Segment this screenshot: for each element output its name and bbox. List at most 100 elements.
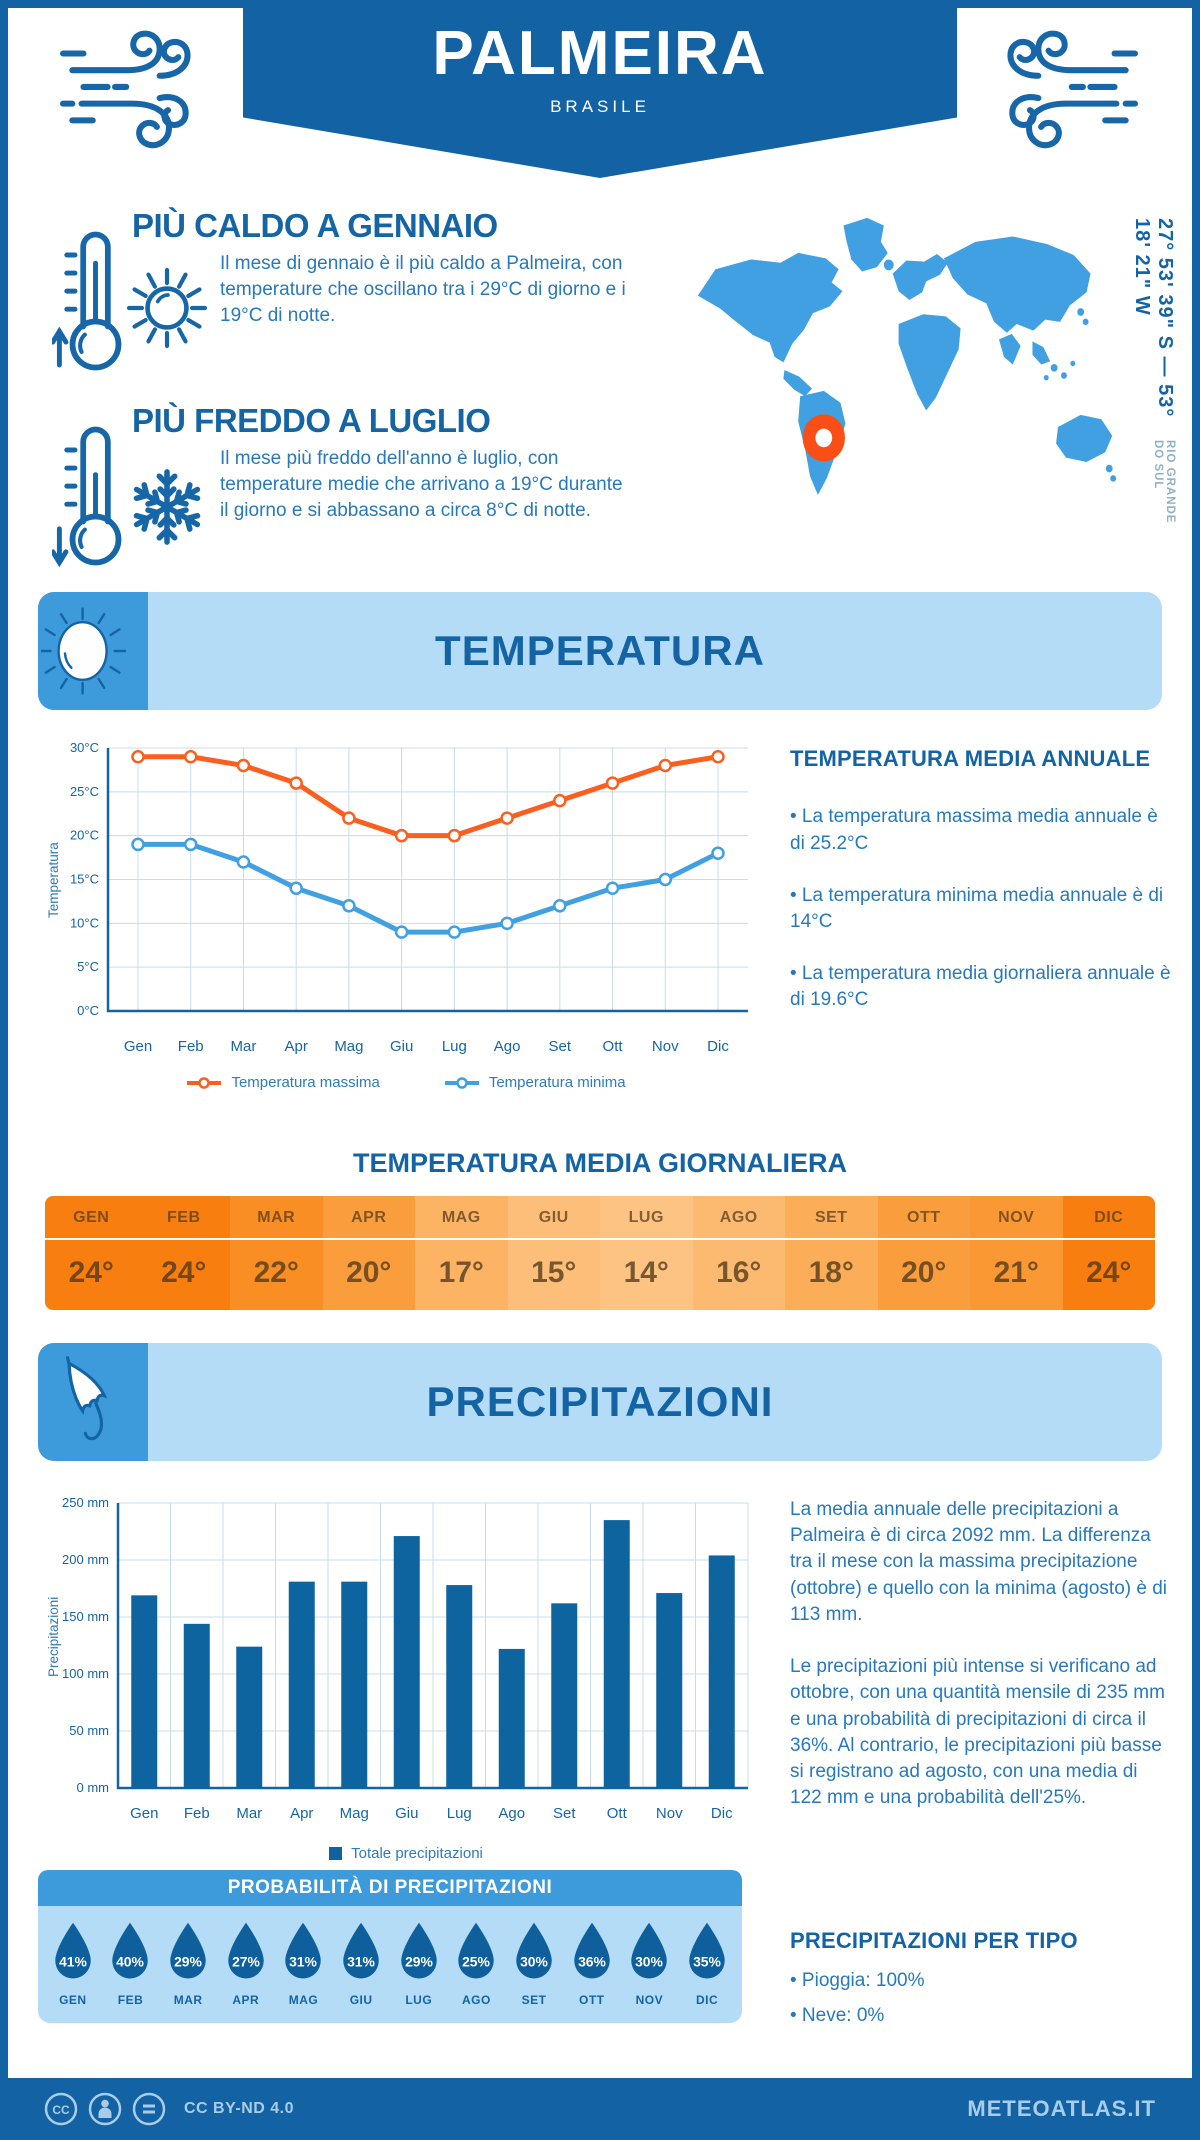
svg-text:30°C: 30°C (70, 740, 99, 755)
daily-temp-value: 24° (1086, 1256, 1132, 1289)
probability-title: PROBABILITÀ DI PRECIPITAZIONI (38, 1870, 742, 1906)
svg-text:200 mm: 200 mm (62, 1552, 109, 1567)
site-link[interactable]: METEOATLAS.IT (967, 2096, 1156, 2121)
coordinates-block: 27° 53' 39" S — 53° 18' 21" W RIO GRANDE… (1130, 218, 1176, 538)
daily-temp-value: 21° (993, 1256, 1039, 1289)
daily-temperature-table: GEN 24° FEB 24° MAR 22° APR 20° MAG 17° GIU 15° LUG 1… (45, 1196, 1155, 1310)
temperature-chart-legend: Temperatura massima Temperatura minima (44, 1074, 768, 1091)
legend-item: Temperatura minima (444, 1074, 626, 1091)
coldest-month-title: PIÙ FREDDO A LUGLIO (132, 402, 491, 439)
probability-month-label: NOV (635, 1993, 664, 2007)
svg-text:0 mm: 0 mm (77, 1780, 110, 1795)
legend-item: Totale precipitazioni (329, 1845, 483, 1862)
bullet-item: • La temperatura minima media annuale è … (790, 884, 1164, 933)
daily-temp-value: 18° (808, 1256, 854, 1289)
daily-temp-cell: MAG 17° (415, 1196, 508, 1310)
daily-temp-cell: MAR 22° (230, 1196, 323, 1310)
daily-temp-month: MAR (230, 1196, 323, 1240)
sun-icon (126, 267, 208, 349)
raindrop-icon: 25% (458, 1922, 495, 1979)
svg-text:Dic: Dic (707, 1038, 729, 1055)
svg-text:Dic: Dic (711, 1805, 733, 1822)
svg-text:Apr: Apr (290, 1805, 313, 1822)
raindrop-icon: 31% (343, 1922, 379, 1979)
equals-icon (132, 2092, 166, 2126)
precipitation-bar-chart: 0 mm 50 mm 100 mm 150 mm 200 mm 250 mm Gen Feb M… (56, 1493, 756, 1838)
temperature-section-title: TEMPERATURA (435, 627, 765, 674)
svg-text:150 mm: 150 mm (62, 1609, 109, 1624)
probability-drop: 36% OTT (564, 1920, 620, 2007)
svg-text:29%: 29% (405, 1954, 433, 1970)
svg-text:36%: 36% (578, 1954, 606, 1970)
raindrop-icon: 27% (228, 1922, 264, 1979)
daily-temp-month: NOV (970, 1196, 1063, 1240)
svg-text:35%: 35% (693, 1954, 721, 1970)
bullet-item: • La temperatura media giornaliera annua… (790, 963, 1171, 1011)
warmest-month-section: PIÙ CALDO A GENNAIO Il mese di gennaio è… (52, 207, 677, 397)
precipitation-text-block: La media annuale delle precipitazioni a … (790, 1497, 1172, 1811)
daily-temp-month: AGO (692, 1196, 785, 1240)
warmest-month-title: PIÙ CALDO A GENNAIO (132, 207, 498, 244)
temperature-section-band: TEMPERATURA (38, 592, 1162, 710)
raindrop-icon: 30% (631, 1922, 668, 1979)
probability-drops: 41% GEN 40% FEB 29% MAR 27% APR 31% MAG 31% GIU 29% L… (38, 1906, 742, 2023)
raindrop-icon: 29% (170, 1922, 206, 1979)
precipitation-paragraph: Le precipitazioni più intense si verific… (790, 1656, 1165, 1809)
page-title: PALMEIRA (432, 19, 768, 88)
probability-month-label: APR (232, 1993, 260, 2007)
svg-text:100 mm: 100 mm (62, 1666, 109, 1681)
svg-text:25°C: 25°C (70, 784, 99, 799)
svg-text:Lug: Lug (442, 1038, 467, 1055)
svg-text:31%: 31% (347, 1954, 375, 1970)
license-group: CC CC BY-ND 4.0 (44, 2092, 294, 2126)
svg-text:41%: 41% (59, 1954, 87, 1970)
bullet-item: • Pioggia: 100% (790, 1970, 925, 1992)
svg-text:Giu: Giu (395, 1805, 418, 1822)
svg-text:30%: 30% (635, 1954, 663, 1970)
probability-drop: 29% MAR (160, 1920, 216, 2007)
svg-text:27%: 27% (232, 1954, 260, 1970)
probability-drop: 31% MAG (275, 1920, 331, 2007)
precipitation-paragraph: La media annuale delle precipitazioni a … (790, 1499, 1168, 1625)
svg-text:31%: 31% (290, 1954, 318, 1970)
probability-drop: 30% NOV (621, 1920, 677, 2007)
svg-text:Ott: Ott (607, 1805, 628, 1822)
precipitation-probability-box: PROBABILITÀ DI PRECIPITAZIONI 41% GEN 40% F… (38, 1870, 742, 2023)
daily-temp-month: APR (322, 1196, 415, 1240)
precipitation-chart-legend: Totale precipitazioni (44, 1845, 768, 1862)
probability-month-label: GIU (349, 1993, 373, 2007)
probability-month-label: SET (521, 1993, 547, 2007)
svg-text:29%: 29% (174, 1954, 202, 1970)
daily-temp-month: GIU (507, 1196, 600, 1240)
svg-text:40%: 40% (117, 1954, 145, 1970)
umbrella-icon (38, 1343, 148, 1461)
svg-text:Nov: Nov (652, 1038, 679, 1055)
svg-text:Ott: Ott (603, 1038, 624, 1055)
svg-text:Mar: Mar (236, 1805, 262, 1822)
daily-temp-value: 24° (68, 1256, 114, 1289)
raindrop-icon: 35% (689, 1922, 725, 1979)
thermometer-up-icon (52, 231, 122, 371)
world-map (697, 217, 1117, 495)
svg-text:Mag: Mag (334, 1038, 363, 1055)
svg-text:Gen: Gen (124, 1038, 152, 1055)
person-icon (88, 2092, 122, 2126)
daily-temp-cell: GEN 24° (45, 1196, 138, 1310)
daily-temp-value: 17° (438, 1256, 484, 1289)
daily-temp-month: GEN (45, 1196, 138, 1240)
probability-month-label: MAR (173, 1993, 203, 2007)
daily-temp-value: 24° (161, 1256, 207, 1289)
raindrop-icon: 40% (112, 1922, 149, 1979)
probability-month-label: FEB (117, 1993, 144, 2007)
thermometer-down-icon (52, 426, 122, 568)
svg-text:Gen: Gen (130, 1805, 158, 1822)
daily-temp-cell: SET 18° (785, 1196, 878, 1310)
probability-drop: 35% DIC (679, 1920, 735, 2007)
temperature-line-chart: 0°C 5°C 10°C 15°C 20°C 25°C 30°C Gen Feb Mar Apr Ma… (56, 736, 756, 1073)
daily-temp-month: DIC (1062, 1196, 1155, 1240)
probability-drop: 27% APR (218, 1920, 274, 2007)
by-type-title: PRECIPITAZIONI PER TIPO (790, 1928, 1078, 1953)
snowflake-icon (120, 469, 214, 554)
probability-month-label: LUG (405, 1993, 433, 2007)
svg-text:Lug: Lug (447, 1805, 472, 1822)
